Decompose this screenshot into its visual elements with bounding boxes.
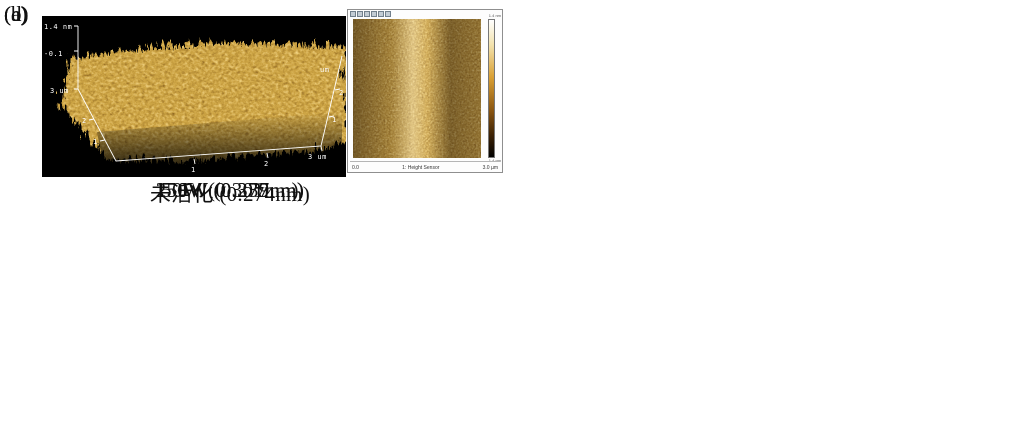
colorbar-min-label: -1.4 nm	[487, 158, 501, 163]
toolbar-icon	[378, 11, 384, 17]
z-max-label: 1.4 nm	[44, 23, 72, 31]
scan-status-bar: 0.0 1: Height Sensor 3.0 µm	[350, 161, 500, 173]
panel-index-label: (a)	[4, 2, 28, 26]
axis-labels: 1.4 nm -0.1 3 um 2 1 1 2 3 um um 2 1	[44, 23, 344, 174]
r-axis-label: um	[320, 66, 329, 74]
y-tick: 2	[82, 117, 87, 125]
afm-3d-view: 1.4 nm -0.1 3 um 2 1 1 2 3 um um 2 1	[42, 16, 346, 177]
r-tick: 2	[339, 89, 344, 97]
scan-channel-label: 1: Height Sensor	[402, 164, 440, 171]
toolbar-icon	[350, 11, 356, 17]
height-map-shading	[353, 19, 481, 158]
afm-2d-view: 1.4 nm -1.4 nm 0.0 1: Height Sensor 3.0 …	[347, 9, 503, 173]
scan-size-label: 3.0 µm	[482, 164, 498, 171]
scan-toolbar	[350, 11, 391, 17]
panel-index-label: (b)	[4, 2, 29, 26]
panel-index-label: (d)	[4, 2, 29, 26]
height-colorbar	[488, 19, 495, 158]
panel-caption: 未活化 (0.274nm)	[149, 182, 311, 206]
colorbar-max-label: 1.4 nm	[488, 13, 501, 18]
toolbar-icon	[371, 11, 377, 17]
panel-d: (d) 1.4 nm -0.1 3 um 2 1 1 2 3 u	[0, 0, 514, 210]
panel-index-label: (c)	[4, 2, 28, 26]
y-tick: 1	[93, 138, 98, 146]
y-axis-label: 3 um	[50, 87, 69, 95]
scan-offset-label: 0.0	[352, 164, 359, 171]
toolbar-icon	[357, 11, 363, 17]
axes-3d	[74, 25, 343, 165]
toolbar-icon	[385, 11, 391, 17]
panel-caption: 250W (0.337nm)	[155, 178, 305, 202]
x-end-label: 3 um	[308, 153, 327, 161]
height-map-image	[353, 19, 481, 158]
panel-caption: 150W (0.279nm)	[155, 178, 305, 202]
r-tick: 1	[332, 116, 337, 124]
x-tick: 1	[191, 166, 196, 174]
z-min-label: -0.1	[44, 50, 63, 58]
toolbar-icon	[364, 11, 370, 17]
surface-front-shadow	[97, 112, 342, 171]
x-tick: 2	[264, 160, 269, 168]
panel-caption: 50W (0.301nm)	[161, 178, 299, 202]
